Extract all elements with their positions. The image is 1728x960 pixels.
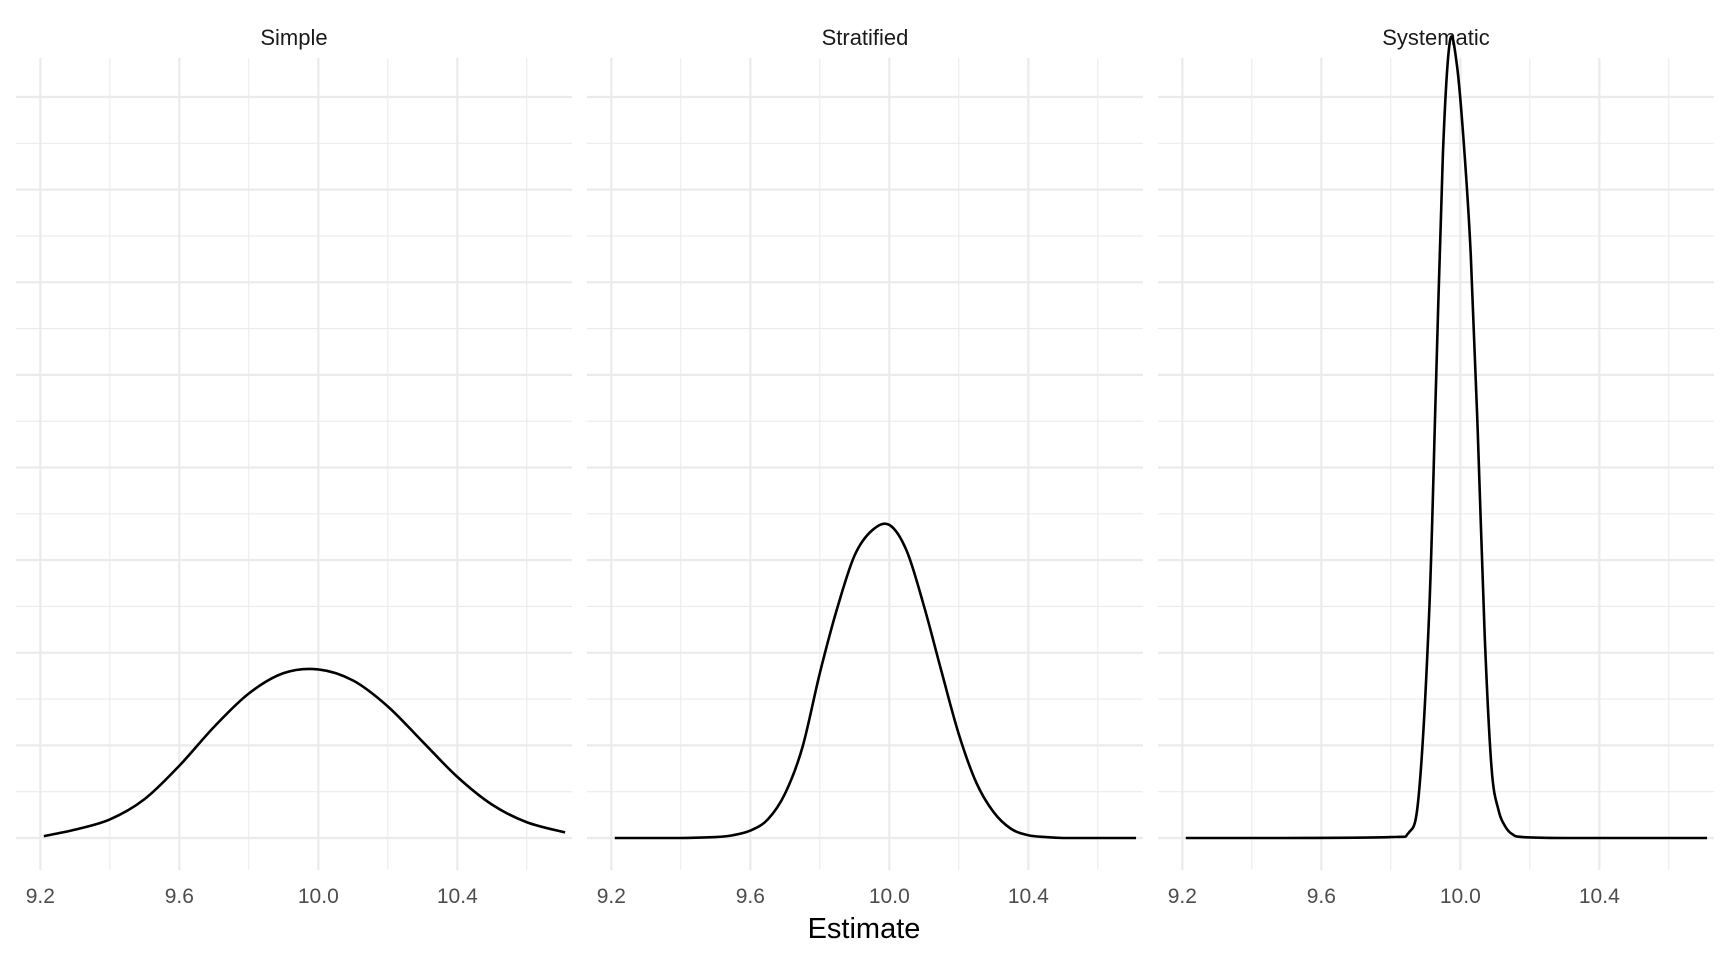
strip-title-stratified: Stratified: [822, 25, 909, 50]
x-axis-title: Estimate: [808, 913, 921, 945]
strip-title-systematic: Systematic: [1382, 25, 1490, 50]
panel-systematic: Systematic 9.2 9.6 10.0 10.4: [1158, 25, 1714, 908]
panel-simple: Simple 9.2 9.6 10.0 10.4: [16, 25, 572, 908]
x-tick-label: 10.0: [869, 885, 910, 908]
x-tick-label: 9.6: [1307, 885, 1336, 908]
strip-title-simple: Simple: [260, 25, 327, 50]
x-tick-label: 10.0: [1440, 885, 1481, 908]
x-tick-label: 9.2: [597, 885, 626, 908]
x-tick-label: 10.4: [1008, 885, 1049, 908]
x-tick-label: 10.4: [437, 885, 478, 908]
x-tick-label: 9.2: [1168, 885, 1197, 908]
x-tick-label: 10.0: [298, 885, 339, 908]
panel-stratified: Stratified 9.2 9.6 10.0 10.4: [587, 25, 1143, 908]
density-line-simple: [43, 667, 566, 838]
x-tick-label: 10.4: [1579, 885, 1620, 908]
density-line-stratified: [614, 522, 1137, 840]
facet-panels: Simple 9.2 9.6 10.0 10.4 Stratified 9.2 9.6 10.0…: [16, 25, 1714, 908]
x-tick-label: 9.2: [26, 885, 55, 908]
x-tick-label: 9.6: [165, 885, 194, 908]
x-tick-label: 9.6: [736, 885, 765, 908]
density-line-systematic: [1185, 35, 1708, 840]
